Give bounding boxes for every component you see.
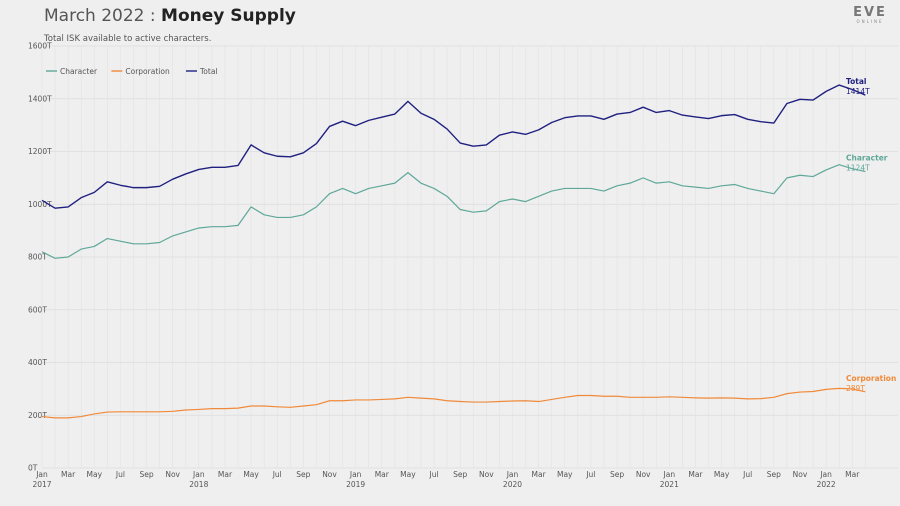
title-prefix: March 2022 : <box>44 6 162 26</box>
x-tick-month: Sep <box>139 470 153 479</box>
x-tick-month: Jul <box>272 470 282 479</box>
x-tick-month: Sep <box>453 470 467 479</box>
x-tick-month: Nov <box>322 470 337 479</box>
svg-text:EVE: EVE <box>853 5 887 20</box>
x-tick-month: Jul <box>115 470 125 479</box>
x-tick-month: Nov <box>636 470 651 479</box>
x-tick-year: 2018 <box>189 480 208 489</box>
x-tick-month: May <box>714 470 730 479</box>
svg-text:ONLINE: ONLINE <box>856 19 883 24</box>
x-tick-month: Nov <box>479 470 494 479</box>
y-tick-label: 1000T <box>28 200 52 209</box>
end-label-name: Corporation <box>846 374 896 383</box>
end-label-value: 289T <box>846 384 865 393</box>
legend-entry-corporation: Corporation <box>125 67 170 76</box>
x-tick-month: Sep <box>610 470 624 479</box>
x-tick-month: Jan <box>35 470 48 479</box>
y-tick-label: 1400T <box>28 94 52 103</box>
series-line-total <box>41 84 866 209</box>
x-tick-month: May <box>557 470 573 479</box>
end-label-value: 1414T <box>846 87 870 96</box>
y-tick-label: 200T <box>28 411 47 420</box>
x-tick-month: Jan <box>506 470 519 479</box>
x-tick-month: May <box>87 470 103 479</box>
x-tick-year: 2022 <box>817 480 836 489</box>
x-tick-month: Mar <box>218 470 233 479</box>
x-tick-year: 2021 <box>660 480 679 489</box>
y-tick-label: 1600T <box>28 42 52 51</box>
x-tick-year: 2017 <box>32 480 51 489</box>
x-tick-month: May <box>400 470 416 479</box>
series-line-corporation <box>41 387 866 419</box>
x-tick-month: Jan <box>663 470 676 479</box>
x-tick-month: Jan <box>192 470 205 479</box>
y-tick-label: 400T <box>28 358 47 367</box>
eve-online-logo-icon: EVE ONLINE <box>853 5 887 24</box>
x-tick-month: Jan <box>349 470 362 479</box>
y-tick-label: 800T <box>28 253 47 262</box>
x-tick-month: Mar <box>375 470 390 479</box>
x-tick-month: Sep <box>767 470 781 479</box>
legend-entry-character: Character <box>60 67 98 76</box>
x-tick-month: Jul <box>585 470 595 479</box>
legend-entry-total: Total <box>199 67 218 76</box>
x-tick-month: Jul <box>742 470 752 479</box>
series-line-character <box>41 164 866 259</box>
x-tick-month: Nov <box>165 470 180 479</box>
end-label-name: Character <box>846 154 888 163</box>
x-tick-month: Mar <box>532 470 547 479</box>
chart-title: March 2022 : Money Supply <box>44 6 296 26</box>
x-tick-year: 2020 <box>503 480 522 489</box>
x-tick-month: Sep <box>296 470 310 479</box>
x-tick-month: Jul <box>429 470 439 479</box>
x-tick-month: Mar <box>61 470 76 479</box>
x-tick-month: Jan <box>819 470 832 479</box>
x-tick-year: 2019 <box>346 480 365 489</box>
end-label-name: Total <box>846 77 867 86</box>
chart-subtitle: Total ISK available to active characters… <box>44 34 212 44</box>
x-tick-month: May <box>243 470 259 479</box>
end-label-value: 1124T <box>846 164 870 173</box>
title-main: Money Supply <box>161 6 296 26</box>
y-tick-label: 0T <box>28 464 38 473</box>
y-tick-label: 1200T <box>28 147 52 156</box>
x-tick-month: Mar <box>845 470 860 479</box>
x-tick-month: Nov <box>793 470 808 479</box>
x-tick-month: Mar <box>688 470 703 479</box>
y-tick-label: 600T <box>28 305 47 314</box>
